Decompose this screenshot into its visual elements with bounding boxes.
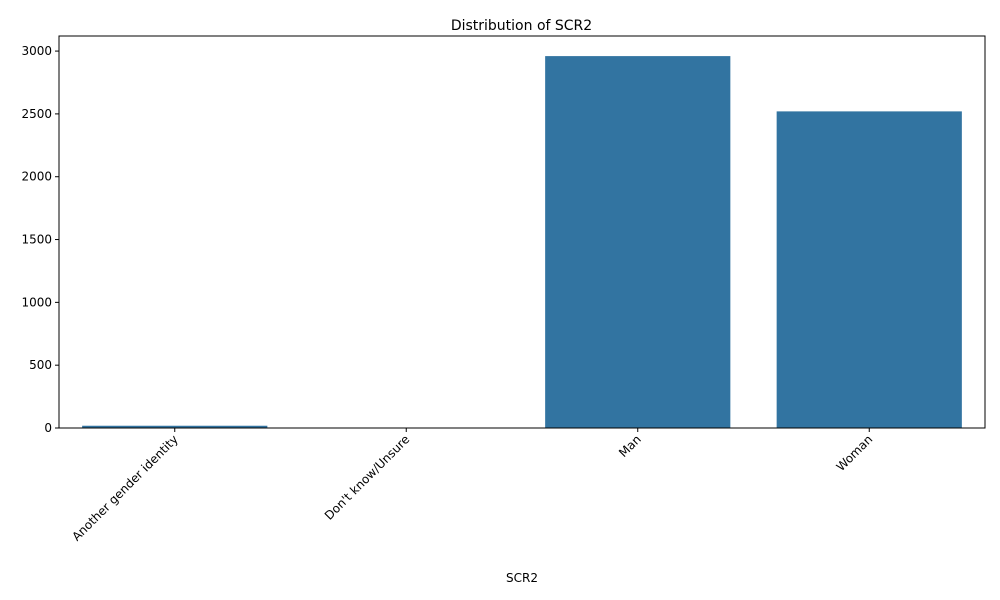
x-axis-title: SCR2 xyxy=(506,571,538,585)
x-tick-label: Another gender identity xyxy=(69,432,181,544)
x-axis: Another gender identity Don't know/Unsure… xyxy=(69,428,875,544)
chart-title: Distribution of SCR2 xyxy=(451,18,592,34)
y-tick-label: 2500 xyxy=(21,107,52,121)
plot-frame xyxy=(58,35,986,429)
y-tick-label: 2000 xyxy=(21,170,52,184)
y-tick-label: 0 xyxy=(44,421,52,435)
bar-2 xyxy=(545,56,731,428)
y-tick-label: 1500 xyxy=(21,233,52,247)
x-tick-label: Don't know/Unsure xyxy=(322,432,413,523)
y-tick-label: 3000 xyxy=(21,44,52,58)
x-tick-label: Woman xyxy=(834,432,876,474)
y-tick-label: 500 xyxy=(29,358,52,372)
bars-layer xyxy=(82,56,962,428)
y-axis: 0 500 1000 1500 2000 2500 3000 xyxy=(21,44,59,435)
bar-0 xyxy=(82,425,268,428)
x-tick-label: Man xyxy=(616,432,644,460)
y-tick-label: 1000 xyxy=(21,295,52,309)
bar-3 xyxy=(776,111,962,428)
